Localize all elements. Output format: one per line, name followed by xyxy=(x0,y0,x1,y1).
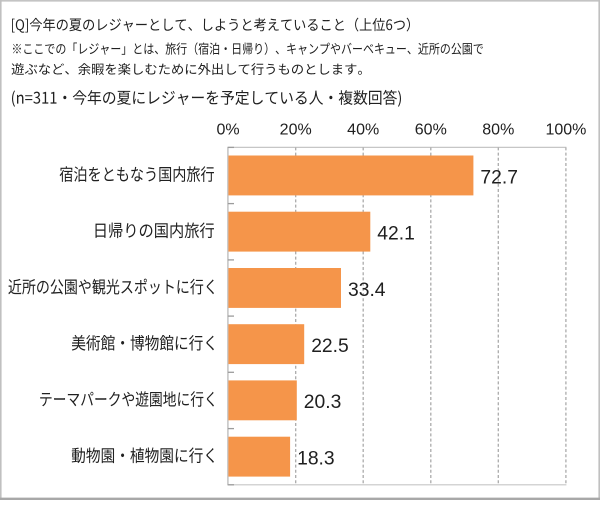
svg-text:100%: 100% xyxy=(545,122,586,139)
svg-text:20.3: 20.3 xyxy=(304,392,342,413)
svg-text:72.7: 72.7 xyxy=(480,167,518,188)
svg-text:60%: 60% xyxy=(415,122,447,139)
svg-text:20%: 20% xyxy=(280,122,312,139)
svg-text:42.1: 42.1 xyxy=(377,224,415,245)
svg-text:0%: 0% xyxy=(217,122,240,139)
svg-text:80%: 80% xyxy=(482,122,514,139)
svg-text:22.5: 22.5 xyxy=(311,336,349,357)
svg-text:40%: 40% xyxy=(347,122,379,139)
svg-text:18.3: 18.3 xyxy=(297,449,335,470)
svg-text:33.4: 33.4 xyxy=(348,280,386,301)
